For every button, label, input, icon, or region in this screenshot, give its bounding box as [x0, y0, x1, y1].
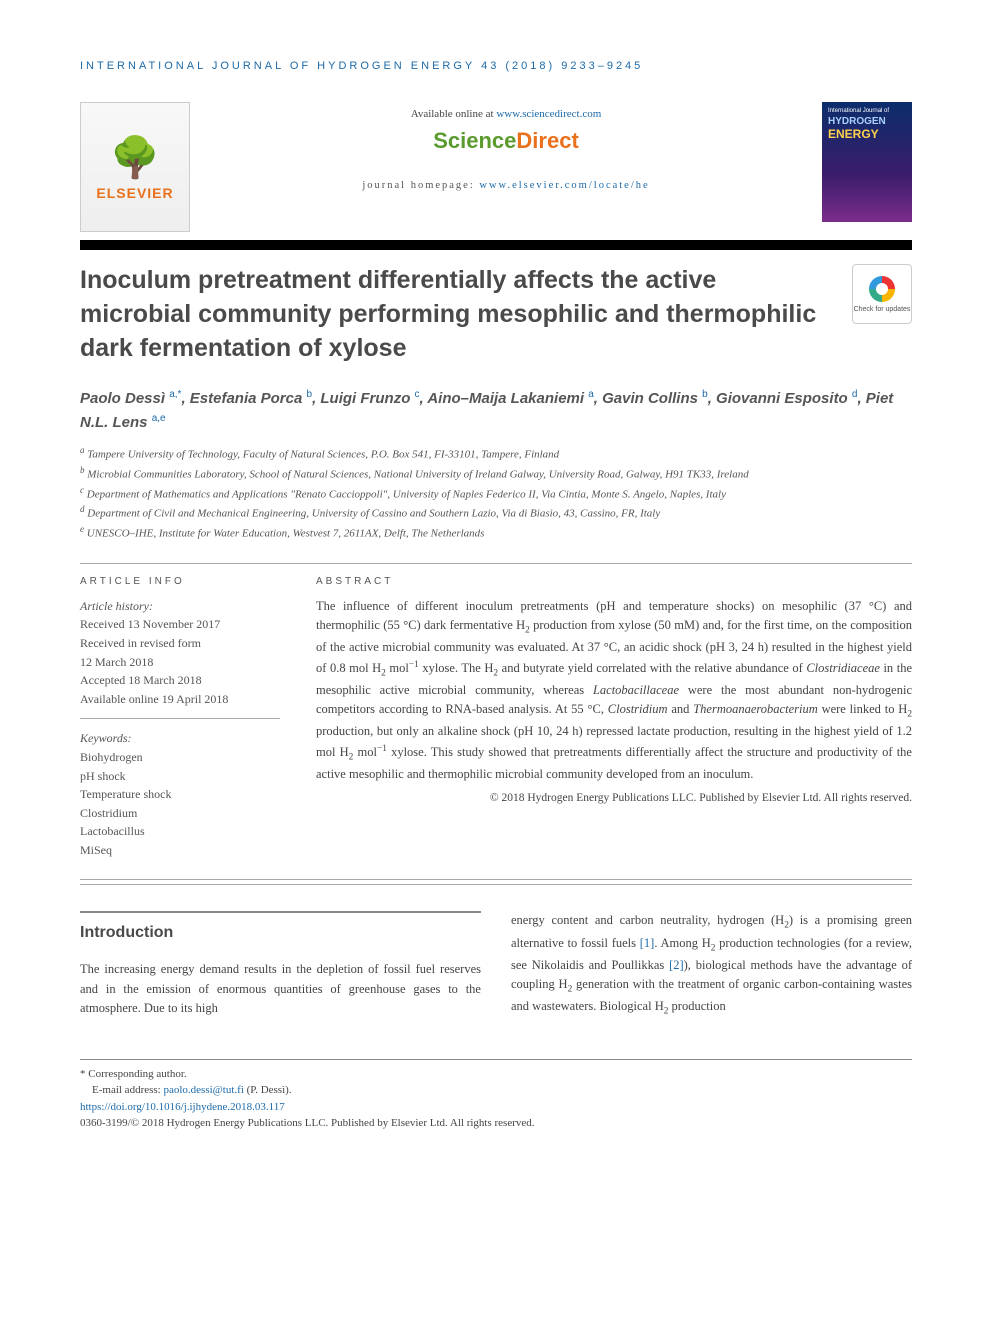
corresponding-email-link[interactable]: paolo.dessi@tut.fi	[163, 1084, 243, 1096]
sciencedirect-link[interactable]: www.sciencedirect.com	[496, 108, 601, 120]
elsevier-tree-icon: 🌳	[110, 134, 160, 181]
black-divider-bar	[80, 240, 912, 250]
doi-link[interactable]: https://doi.org/10.1016/j.ijhydene.2018.…	[80, 1101, 285, 1113]
crossmark-icon	[869, 276, 895, 302]
cover-line3: ENERGY	[828, 127, 906, 141]
keyword-item: MiSeq	[80, 841, 280, 860]
elsevier-logo: 🌳 ELSEVIER	[80, 102, 190, 232]
cover-line1: International Journal of	[828, 108, 906, 114]
sd-brand-part2: Direct	[516, 128, 578, 153]
section-divider-2	[80, 879, 912, 880]
keywords-block: Keywords: BiohydrogenpH shockTemperature…	[80, 729, 280, 859]
abstract-heading: ABSTRACT	[316, 576, 912, 587]
history-revised-l1: Received in revised form	[80, 634, 280, 653]
journal-cover-thumbnail: International Journal of HYDROGEN ENERGY	[822, 102, 912, 222]
email-label: E-mail address:	[92, 1084, 163, 1096]
keyword-item: Clostridium	[80, 804, 280, 823]
history-revised-l2: 12 March 2018	[80, 653, 280, 672]
keyword-item: Biohydrogen	[80, 748, 280, 767]
footnotes: * Corresponding author. E-mail address: …	[80, 1059, 912, 1132]
keyword-item: Lactobacillus	[80, 822, 280, 841]
affiliation-item: a Tampere University of Technology, Facu…	[80, 444, 912, 464]
article-title: Inoculum pretreatment differentially aff…	[80, 264, 832, 365]
check-updates-badge[interactable]: Check for updates	[852, 264, 912, 324]
check-updates-label: Check for updates	[854, 306, 911, 313]
affiliation-item: b Microbial Communities Laboratory, Scho…	[80, 464, 912, 484]
history-online: Available online 19 April 2018	[80, 690, 280, 709]
affiliations-list: a Tampere University of Technology, Facu…	[80, 444, 912, 543]
section-divider	[80, 563, 912, 564]
journal-homepage-line: journal homepage: www.elsevier.com/locat…	[210, 180, 802, 191]
affiliation-item: d Department of Civil and Mechanical Eng…	[80, 503, 912, 523]
keywords-heading: Keywords:	[80, 729, 280, 748]
intro-rule	[80, 911, 481, 913]
intro-paragraph-col1: The increasing energy demand results in …	[80, 960, 481, 1018]
abstract-copyright: © 2018 Hydrogen Energy Publications LLC.…	[316, 792, 912, 804]
journal-homepage-link[interactable]: www.elsevier.com/locate/he	[479, 180, 649, 191]
intro-paragraph-col2: energy content and carbon neutrality, hy…	[511, 911, 912, 1019]
available-prefix: Available online at	[411, 108, 497, 120]
sd-brand-part1: Science	[433, 128, 516, 153]
introduction-heading: Introduction	[80, 921, 481, 946]
cover-line2: HYDROGEN	[828, 116, 906, 127]
sciencedirect-logo: ScienceDirect	[210, 128, 802, 154]
issn-copyright-line: 0360-3199/© 2018 Hydrogen Energy Publica…	[80, 1115, 912, 1132]
history-label: Article history:	[80, 597, 280, 616]
corresponding-author-note: * Corresponding author.	[80, 1066, 912, 1083]
article-history: Article history: Received 13 November 20…	[80, 597, 280, 720]
keyword-item: Temperature shock	[80, 785, 280, 804]
affiliation-item: e UNESCO–IHE, Institute for Water Educat…	[80, 523, 912, 543]
authors-list: Paolo Dessì a,*, Estefania Porca b, Luig…	[80, 387, 912, 434]
elsevier-brand-label: ELSEVIER	[96, 185, 173, 201]
affiliation-item: c Department of Mathematics and Applicat…	[80, 484, 912, 504]
section-divider-3	[80, 884, 912, 885]
history-accepted: Accepted 18 March 2018	[80, 671, 280, 690]
article-info-heading: ARTICLE INFO	[80, 576, 280, 587]
journal-citation-header: INTERNATIONAL JOURNAL OF HYDROGEN ENERGY…	[80, 60, 912, 72]
abstract-body: The influence of different inoculum pret…	[316, 597, 912, 784]
available-online-line: Available online at www.sciencedirect.co…	[210, 108, 802, 120]
publisher-header: 🌳 ELSEVIER Available online at www.scien…	[80, 102, 912, 232]
email-suffix: (P. Dessì).	[244, 1084, 292, 1096]
homepage-prefix: journal homepage:	[362, 180, 479, 191]
keyword-item: pH shock	[80, 767, 280, 786]
history-received: Received 13 November 2017	[80, 615, 280, 634]
